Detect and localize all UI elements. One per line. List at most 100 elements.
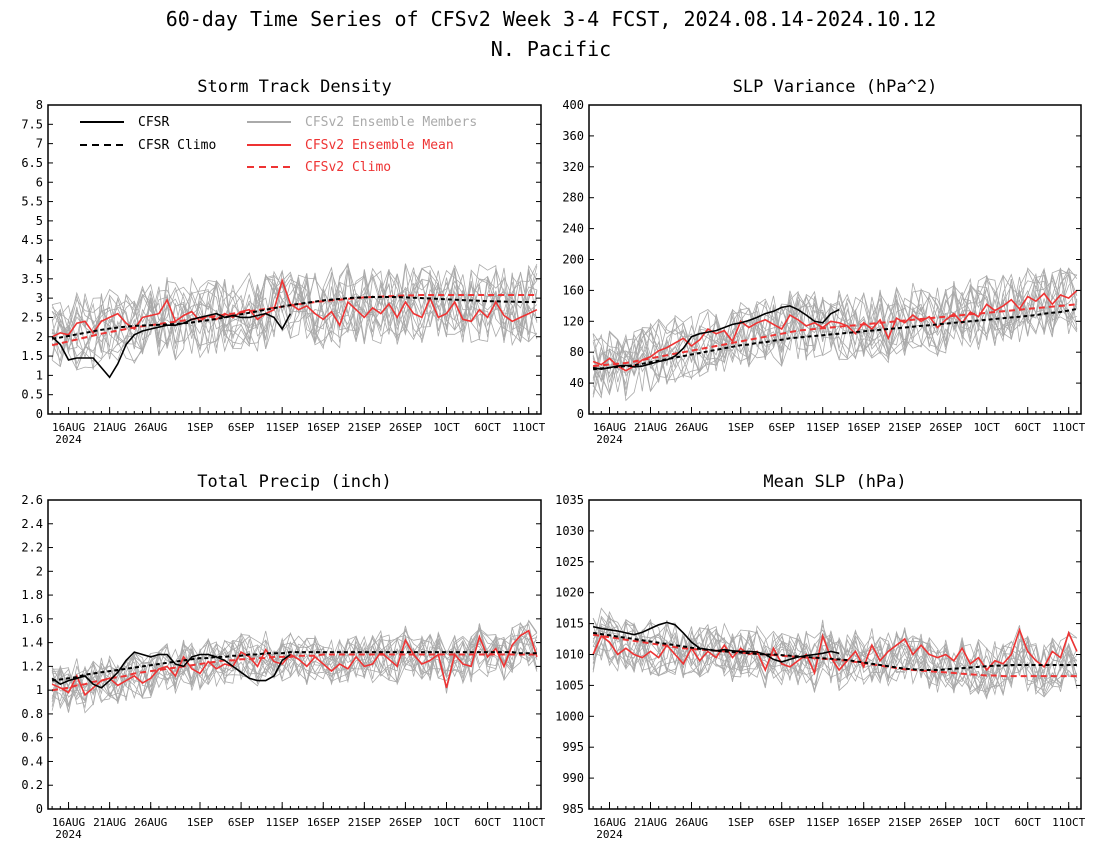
member-line — [51, 264, 538, 363]
x-tick-label: 1SEP — [187, 816, 214, 829]
y-tick-label: 0.8 — [21, 707, 43, 721]
y-tick-label: 8 — [36, 98, 43, 112]
y-tick-label: 1010 — [555, 648, 584, 662]
y-tick-label: 0.4 — [21, 754, 43, 768]
member-line — [592, 621, 1078, 695]
x-tick-label: 11OCT — [512, 421, 545, 434]
x-year-label: 2024 — [55, 828, 82, 841]
cfsr-climo-line — [593, 307, 1078, 371]
member-line — [592, 274, 1077, 395]
y-tick-label: 1.6 — [21, 612, 43, 626]
plot-frame — [588, 104, 1082, 415]
y-tick-label: 2 — [36, 330, 43, 344]
x-tick-label: 6OCT — [474, 816, 501, 829]
cfsr-line — [592, 621, 840, 663]
y-tick-label: 0 — [36, 802, 43, 816]
ensemble-members — [592, 267, 1078, 402]
ensemble-members — [51, 619, 538, 714]
member-line — [592, 273, 1078, 383]
x-tick-label: 11SEP — [266, 816, 299, 829]
y-tick-label: 1005 — [555, 678, 584, 692]
cfsr-line — [592, 305, 840, 371]
ensemble-mean-line — [51, 278, 538, 338]
y-tick-label: 5.5 — [21, 195, 43, 209]
x-tick-label: 21SEP — [888, 421, 921, 434]
y-tick-label: 3.5 — [21, 272, 43, 286]
y-tick-label: 2.5 — [21, 310, 43, 324]
y-tick-label: 7 — [36, 137, 43, 151]
y-tick-label: 80 — [570, 345, 584, 359]
x-tick-label: 1OCT — [973, 816, 1000, 829]
x-tick-label: 16SEP — [847, 816, 880, 829]
member-line — [51, 267, 538, 371]
member-line — [51, 263, 538, 367]
plot-frame — [47, 104, 542, 415]
x-tick-label: 21SEP — [348, 816, 381, 829]
x-year-label: 2024 — [596, 433, 623, 446]
x-tick-label: 6OCT — [1014, 816, 1041, 829]
cfsv2-climo-line — [593, 303, 1077, 368]
y-tick-label: 2 — [36, 564, 43, 578]
x-tick-label: 26AUG — [134, 421, 167, 434]
x-tick-label: 6SEP — [768, 421, 795, 434]
panel-title: Mean SLP (hPa) — [763, 472, 906, 492]
x-tick-label: 21AUG — [93, 816, 126, 829]
panel-storm-track: Storm Track Density 0 0.5 1 1.5 2 2.5 3 3.5 4 4.5 5… — [21, 77, 545, 446]
y-tick-label: 7.5 — [21, 117, 43, 131]
y-tick-label: 0 — [577, 407, 584, 421]
y-tick-label: 280 — [562, 191, 584, 205]
y-tick-label: 1025 — [555, 555, 584, 569]
x-tick-label: 1SEP — [727, 816, 754, 829]
member-line — [592, 617, 1078, 696]
legend: CFSR CFSR Climo CFSv2 Ensemble Members C… — [80, 115, 477, 175]
y-tick-label: 4 — [36, 253, 43, 267]
x-tick-label: 16AUG — [52, 816, 85, 829]
y-tick-label: 40 — [570, 376, 584, 390]
member-line — [52, 621, 538, 705]
cfsr-climo-line — [51, 651, 537, 682]
x-tick-label: 16SEP — [847, 421, 880, 434]
x-tick-label: 11OCT — [512, 816, 545, 829]
panel-mean-slp: Mean SLP (hPa) 985 990 995 1000 1005 1010 1015 1… — [555, 472, 1086, 841]
x-tick-label: 6OCT — [474, 421, 501, 434]
ensemble-members — [51, 262, 538, 372]
panel-total-precip: Total Precip (inch) 0 0.2 0.4 0.6 0.8 1 1.2 1.4 1… — [21, 472, 545, 841]
x-tick-label: 16AUG — [593, 421, 626, 434]
y-tick-label: 1 — [36, 368, 43, 382]
y-tick-label: 2.2 — [21, 541, 43, 555]
y-tick-label: 1000 — [555, 709, 584, 723]
y-tick-label: 0.6 — [21, 731, 43, 745]
cfsr-line — [51, 651, 291, 689]
x-tick-label: 21AUG — [93, 421, 126, 434]
ensemble-mean-line — [592, 289, 1078, 372]
y-tick-label: 1.4 — [21, 636, 43, 650]
x-tick-label: 1OCT — [433, 421, 460, 434]
x-tick-label: 11SEP — [266, 421, 299, 434]
y-tick-label: 3 — [36, 291, 43, 305]
cfsr-line — [51, 312, 292, 379]
y-tick-label: 0 — [36, 407, 43, 421]
x-tick-label: 26SEP — [389, 816, 422, 829]
y-tick-label: 6 — [36, 175, 43, 189]
x-tick-label: 1SEP — [727, 421, 754, 434]
plot-frame — [47, 499, 542, 810]
legend-members: CFSv2 Ensemble Members — [305, 115, 477, 130]
member-line — [592, 271, 1078, 402]
x-year-label: 2024 — [55, 433, 82, 446]
y-tick-label: 160 — [562, 283, 584, 297]
x-tick-label: 1OCT — [973, 421, 1000, 434]
member-line — [592, 267, 1078, 398]
x-tick-label: 26SEP — [929, 816, 962, 829]
x-tick-label: 6SEP — [228, 421, 255, 434]
y-tick-label: 240 — [562, 222, 584, 236]
y-tick-label: 5 — [36, 214, 43, 228]
x-tick-label: 6SEP — [768, 816, 795, 829]
cfsv2-climo-line — [592, 633, 1077, 678]
x-tick-label: 21AUG — [634, 421, 667, 434]
y-tick-label: 1.2 — [21, 659, 43, 673]
x-tick-label: 6SEP — [228, 816, 255, 829]
member-line — [592, 619, 1077, 695]
y-tick-label: 1.8 — [21, 588, 43, 602]
y-tick-label: 120 — [562, 314, 584, 328]
